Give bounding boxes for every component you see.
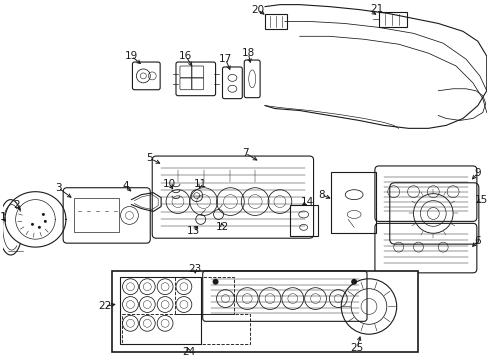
Bar [120,277,200,344]
Bar [111,271,418,352]
Text: 4: 4 [122,181,128,191]
Bar [378,12,406,27]
Text: 13: 13 [187,226,200,236]
Text: 20: 20 [251,5,264,14]
Text: 22: 22 [98,301,111,311]
Text: 5: 5 [145,153,152,163]
Text: 15: 15 [474,195,488,204]
Circle shape [31,223,34,226]
Bar [331,172,375,233]
Text: 3: 3 [55,183,61,193]
Text: 8: 8 [318,190,324,200]
Bar [289,204,317,236]
Circle shape [212,279,218,285]
Bar [264,14,286,30]
Text: 18: 18 [241,48,254,58]
Text: 9: 9 [473,168,480,178]
Text: 16: 16 [179,51,192,61]
Text: 24: 24 [182,347,195,357]
Text: 10: 10 [162,179,175,189]
Text: 19: 19 [124,51,138,61]
Bar [175,277,234,314]
Text: 17: 17 [219,54,232,64]
Text: 2: 2 [13,199,20,210]
Circle shape [42,213,45,216]
Text: 14: 14 [301,197,314,207]
Circle shape [38,226,41,229]
Bar [122,314,250,344]
Text: 6: 6 [473,236,480,246]
Text: 21: 21 [369,4,383,14]
Circle shape [44,220,47,223]
Text: 11: 11 [194,179,207,189]
Text: 25: 25 [350,343,363,353]
Text: 7: 7 [242,148,248,158]
Text: 1: 1 [0,212,6,222]
Text: 23: 23 [188,264,201,274]
Bar [74,198,118,232]
Text: 12: 12 [215,222,229,232]
Circle shape [350,279,356,285]
